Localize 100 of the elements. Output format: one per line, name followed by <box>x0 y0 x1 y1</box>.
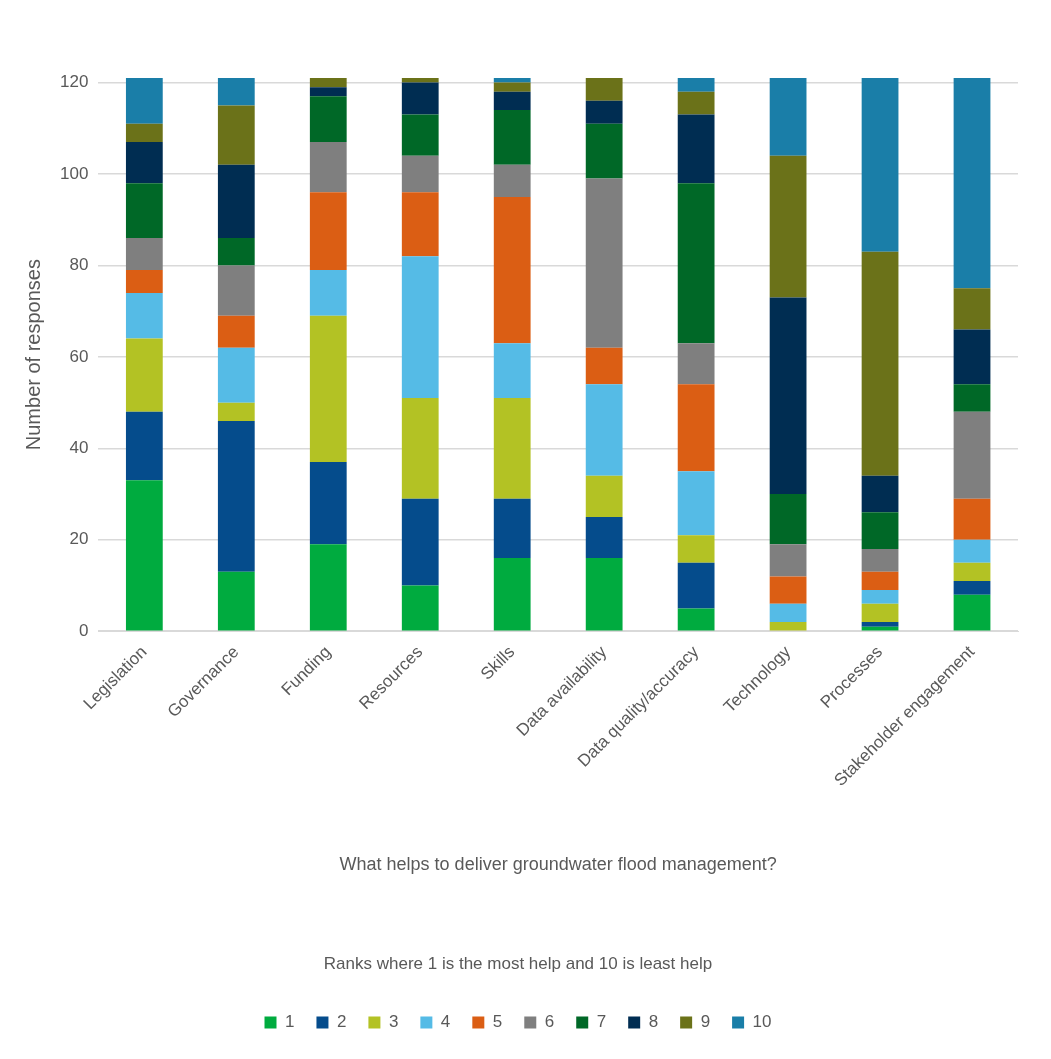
bar <box>401 155 439 193</box>
bar <box>309 315 347 463</box>
bar <box>401 585 439 631</box>
bar <box>217 315 255 348</box>
bar <box>493 196 531 344</box>
bar <box>309 192 347 271</box>
bar <box>677 114 715 184</box>
bar <box>861 475 899 513</box>
legend-label: 8 <box>648 1012 659 1032</box>
bar <box>677 183 715 344</box>
bar <box>769 494 807 545</box>
bar <box>953 498 991 540</box>
legend-label: 10 <box>752 1012 772 1032</box>
bar <box>217 78 255 106</box>
bar <box>493 558 531 631</box>
y-axis-title: Number of responses <box>21 259 44 451</box>
bar <box>861 251 899 476</box>
legend-label: 7 <box>596 1012 607 1032</box>
bar <box>217 164 255 239</box>
y-tick-label: 40 <box>69 438 89 458</box>
bar <box>677 78 715 92</box>
bar <box>769 78 807 156</box>
bar <box>953 580 991 595</box>
y-tick-label: 60 <box>69 346 89 366</box>
bar <box>953 539 991 563</box>
legend-label: 1 <box>285 1012 295 1032</box>
bar <box>585 516 623 559</box>
bar <box>125 411 163 481</box>
y-tick-label: 80 <box>69 255 89 275</box>
bar <box>217 402 255 421</box>
bar <box>953 411 991 499</box>
bar <box>677 91 715 115</box>
bar <box>493 398 531 499</box>
bar <box>769 576 807 604</box>
bar <box>217 105 255 165</box>
bar <box>953 78 991 289</box>
bar <box>861 603 899 623</box>
bar <box>493 498 531 559</box>
bar <box>401 498 439 586</box>
bar <box>677 535 715 563</box>
bar <box>953 384 991 412</box>
bar <box>493 78 531 83</box>
bar <box>585 100 623 124</box>
bar <box>401 114 439 156</box>
bar <box>493 164 531 197</box>
bar <box>125 183 163 239</box>
legend-label: 2 <box>336 1012 347 1032</box>
bar <box>861 622 899 627</box>
bar <box>125 123 163 143</box>
bar <box>677 343 715 385</box>
bar <box>769 155 807 298</box>
bar <box>217 238 255 266</box>
bar <box>953 562 991 581</box>
bar <box>309 96 347 143</box>
bar <box>677 608 715 631</box>
bar <box>309 87 347 97</box>
y-tick-label: 100 <box>59 163 89 183</box>
legend-label: 6 <box>544 1012 555 1032</box>
bar <box>677 471 715 536</box>
legend-label: 9 <box>700 1012 711 1032</box>
bar <box>493 91 531 111</box>
bar <box>585 123 623 179</box>
legend-title: Ranks where 1 is the most help and 10 is least help <box>323 953 713 973</box>
bar <box>125 480 163 631</box>
bar <box>677 562 715 609</box>
bar <box>125 292 163 339</box>
bar <box>493 82 531 92</box>
bar <box>401 398 439 499</box>
bar <box>401 78 439 83</box>
legend-label: 5 <box>492 1012 503 1032</box>
y-tick-label: 0 <box>78 620 89 640</box>
bar <box>125 78 163 124</box>
bar <box>125 338 163 412</box>
bar <box>585 78 623 101</box>
bar <box>217 420 255 572</box>
bar <box>585 558 623 631</box>
bar <box>585 384 623 476</box>
bar <box>309 142 347 193</box>
bar <box>953 329 991 385</box>
bar <box>861 590 899 604</box>
bar <box>953 288 991 330</box>
bar <box>309 78 347 88</box>
bar <box>493 110 531 165</box>
bar <box>309 462 347 545</box>
bar <box>125 142 163 184</box>
bar <box>309 544 347 631</box>
y-tick-label: 20 <box>69 529 89 549</box>
bar <box>953 594 991 631</box>
bar <box>217 347 255 403</box>
bar <box>769 622 807 631</box>
bar <box>585 347 623 385</box>
bar <box>677 384 715 472</box>
legend-label: 4 <box>440 1012 451 1032</box>
bar <box>217 265 255 316</box>
bar <box>861 512 899 549</box>
bar <box>769 544 807 577</box>
bar <box>861 78 899 252</box>
bar <box>861 571 899 591</box>
bar <box>125 238 163 271</box>
bar <box>861 548 899 572</box>
